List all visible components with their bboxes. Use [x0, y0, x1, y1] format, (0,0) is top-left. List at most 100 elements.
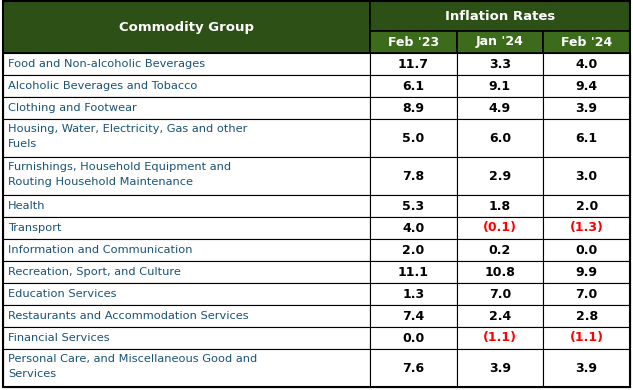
Bar: [543, 283, 630, 305]
Bar: [370, 119, 456, 157]
Text: Information and Communication: Information and Communication: [8, 245, 192, 255]
Text: Restaurants and Accommodation Services: Restaurants and Accommodation Services: [8, 311, 249, 321]
Bar: [3, 239, 370, 261]
Text: 3.0: 3.0: [575, 170, 598, 183]
Bar: [456, 261, 543, 283]
Bar: [456, 217, 543, 239]
Bar: [456, 327, 543, 349]
Text: 9.9: 9.9: [575, 266, 598, 278]
Bar: [3, 349, 370, 387]
Text: Furnishings, Household Equipment and: Furnishings, Household Equipment and: [8, 162, 231, 172]
Bar: [370, 31, 456, 53]
Text: Food and Non-alcoholic Beverages: Food and Non-alcoholic Beverages: [8, 59, 205, 69]
Bar: [3, 261, 370, 283]
Bar: [543, 217, 630, 239]
Text: Alcoholic Beverages and Tobacco: Alcoholic Beverages and Tobacco: [8, 81, 197, 91]
Text: 3.9: 3.9: [489, 362, 511, 374]
Text: Fuels: Fuels: [8, 139, 37, 149]
Bar: [370, 97, 456, 119]
Bar: [456, 119, 543, 157]
Bar: [543, 31, 630, 53]
Text: 1.8: 1.8: [489, 200, 511, 213]
Text: (1.3): (1.3): [570, 222, 604, 234]
Bar: [456, 283, 543, 305]
Text: Recreation, Sport, and Culture: Recreation, Sport, and Culture: [8, 267, 181, 277]
Bar: [3, 157, 370, 195]
Text: (1.1): (1.1): [570, 332, 604, 344]
Text: 8.9: 8.9: [402, 101, 424, 115]
Text: Inflation Rates: Inflation Rates: [445, 9, 555, 23]
Text: 7.0: 7.0: [489, 287, 511, 301]
Text: 2.4: 2.4: [489, 310, 511, 323]
Bar: [370, 239, 456, 261]
Bar: [456, 157, 543, 195]
Text: 7.8: 7.8: [402, 170, 424, 183]
Text: 5.3: 5.3: [402, 200, 424, 213]
Text: 9.4: 9.4: [575, 80, 598, 92]
Text: Feb '24: Feb '24: [561, 35, 612, 48]
Text: 4.0: 4.0: [402, 222, 424, 234]
Text: Services: Services: [8, 369, 56, 379]
Text: 11.1: 11.1: [398, 266, 429, 278]
Text: 7.6: 7.6: [402, 362, 424, 374]
Text: Financial Services: Financial Services: [8, 333, 110, 343]
Text: Feb '23: Feb '23: [387, 35, 439, 48]
Text: 0.0: 0.0: [575, 243, 598, 257]
Bar: [3, 1, 370, 53]
Bar: [456, 31, 543, 53]
Text: 3.9: 3.9: [575, 101, 598, 115]
Bar: [456, 75, 543, 97]
Bar: [370, 157, 456, 195]
Bar: [456, 195, 543, 217]
Text: 6.1: 6.1: [575, 131, 598, 145]
Text: (1.1): (1.1): [483, 332, 517, 344]
Bar: [370, 75, 456, 97]
Bar: [543, 327, 630, 349]
Bar: [3, 97, 370, 119]
Text: 0.0: 0.0: [402, 332, 424, 344]
Text: 7.4: 7.4: [402, 310, 424, 323]
Text: Personal Care, and Miscellaneous Good and: Personal Care, and Miscellaneous Good an…: [8, 354, 257, 364]
Bar: [370, 217, 456, 239]
Text: 3.3: 3.3: [489, 57, 511, 71]
Bar: [456, 53, 543, 75]
Bar: [370, 261, 456, 283]
Bar: [3, 75, 370, 97]
Bar: [543, 305, 630, 327]
Text: 2.0: 2.0: [402, 243, 424, 257]
Bar: [3, 195, 370, 217]
Text: Housing, Water, Electricity, Gas and other: Housing, Water, Electricity, Gas and oth…: [8, 124, 248, 134]
Bar: [370, 53, 456, 75]
Bar: [3, 283, 370, 305]
Bar: [543, 157, 630, 195]
Text: 0.2: 0.2: [489, 243, 511, 257]
Bar: [370, 283, 456, 305]
Bar: [456, 349, 543, 387]
Bar: [370, 195, 456, 217]
Bar: [456, 239, 543, 261]
Text: 3.9: 3.9: [575, 362, 598, 374]
Bar: [543, 239, 630, 261]
Bar: [3, 119, 370, 157]
Bar: [370, 349, 456, 387]
Text: 11.7: 11.7: [398, 57, 429, 71]
Text: 4.0: 4.0: [575, 57, 598, 71]
Text: 2.8: 2.8: [575, 310, 598, 323]
Text: 7.0: 7.0: [575, 287, 598, 301]
Text: (0.1): (0.1): [483, 222, 517, 234]
Bar: [543, 349, 630, 387]
Text: Education Services: Education Services: [8, 289, 116, 299]
Bar: [456, 305, 543, 327]
Bar: [543, 53, 630, 75]
Text: Clothing and Footwear: Clothing and Footwear: [8, 103, 137, 113]
Text: 6.0: 6.0: [489, 131, 511, 145]
Bar: [370, 1, 630, 31]
Text: Commodity Group: Commodity Group: [119, 21, 254, 34]
Bar: [456, 97, 543, 119]
Bar: [543, 119, 630, 157]
Text: 6.1: 6.1: [402, 80, 424, 92]
Text: 4.9: 4.9: [489, 101, 511, 115]
Text: Transport: Transport: [8, 223, 61, 233]
Bar: [370, 327, 456, 349]
Bar: [543, 97, 630, 119]
